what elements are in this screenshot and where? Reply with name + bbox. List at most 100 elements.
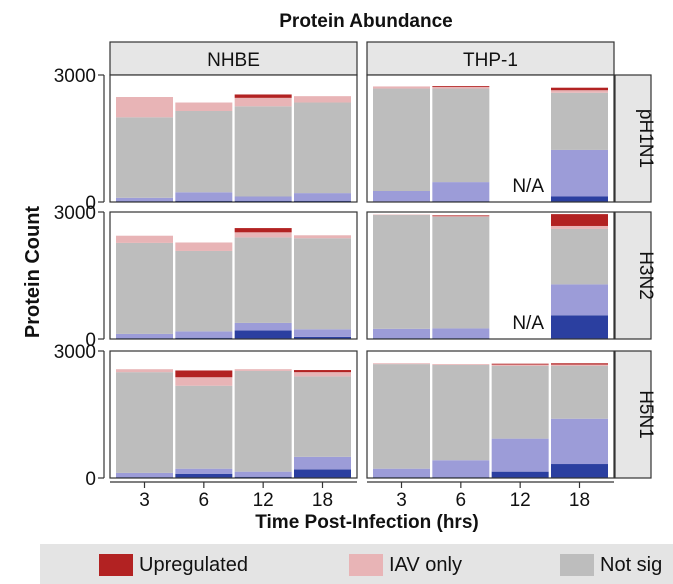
bar-segment-upregulated xyxy=(432,215,490,217)
bar-segment-light-blue xyxy=(294,329,351,337)
bar-segment-light-blue xyxy=(432,182,490,202)
bar-segment-not-significant xyxy=(294,376,351,457)
facet-strip-label-nhbe: NHBE xyxy=(207,50,260,71)
facet-strip-nhbe xyxy=(109,41,358,76)
bar-segment-iav-only xyxy=(551,364,608,366)
bar-segment-not-significant xyxy=(432,88,490,183)
bar-segment-dark-blue xyxy=(175,473,233,478)
y-tick-label: 3000 xyxy=(54,66,96,87)
bar-segment-not-significant xyxy=(116,117,173,198)
bar-segment-not-significant xyxy=(175,250,233,332)
bar-segment-light-blue xyxy=(294,193,351,201)
x-tick-label: 12 xyxy=(253,490,274,511)
bar-segment-dark-blue xyxy=(294,336,351,339)
na-label-h3n2-thp-1: N/A xyxy=(512,313,544,334)
bar-segment-iav-only xyxy=(175,377,233,386)
bar-segment-iav-only xyxy=(234,369,292,371)
bar-segment-upregulated xyxy=(234,94,292,98)
bar-segment-iav-only xyxy=(551,225,608,229)
bar-segment-upregulated xyxy=(551,363,608,365)
bar-segment-light-blue xyxy=(234,196,292,201)
bar-segment-upregulated xyxy=(551,214,608,226)
bar-segment-upregulated xyxy=(294,370,351,373)
bar-segment-iav-only xyxy=(432,86,490,89)
bar-segment-dark-blue xyxy=(551,315,608,339)
bar-segment-iav-only xyxy=(432,364,490,365)
x-tick-label: 18 xyxy=(569,490,590,511)
bar-segment-light-blue xyxy=(373,328,430,339)
bar-segment-not-significant xyxy=(175,385,233,469)
bar-segment-iav-only xyxy=(116,97,173,118)
facet-strip-label-thp-1: THP-1 xyxy=(463,50,518,71)
bar-segment-dark-blue xyxy=(551,196,608,202)
bar-segment-iav-only xyxy=(234,97,292,107)
bar-segment-dark-blue xyxy=(551,464,608,478)
bar-segment-iav-only xyxy=(234,232,292,238)
x-tick-label: 12 xyxy=(510,490,531,511)
legend: Upregulated IAV only Not sig xyxy=(40,544,673,584)
bar-segment-light-blue xyxy=(234,471,292,477)
bar-segment-not-significant xyxy=(234,106,292,197)
bar-segment-not-significant xyxy=(491,365,549,439)
y-tick-label: 3000 xyxy=(54,342,96,363)
bar-segment-iav-only xyxy=(116,369,173,373)
x-tick-label: 3 xyxy=(139,490,150,511)
bar-segment-not-significant xyxy=(373,214,430,329)
bar-segment-light-blue xyxy=(551,418,608,465)
panel-border-ph1n1-thp-1 xyxy=(366,74,615,203)
bar-segment-light-blue xyxy=(175,192,233,201)
facet-strip-h5n1 xyxy=(614,350,652,479)
bar-segment-light-blue xyxy=(116,333,173,339)
bar-segment-dark-blue xyxy=(294,200,351,202)
na-label-ph1n1-thp-1: N/A xyxy=(512,176,544,197)
bar-segment-iav-only xyxy=(116,235,173,243)
chart-title: Protein Abundance xyxy=(279,11,452,32)
bar-segment-iav-only xyxy=(432,216,490,217)
bar-segment-light-blue xyxy=(432,328,490,339)
facet-strip-h3n2 xyxy=(614,211,652,340)
facet-strip-label-h5n1: H5N1 xyxy=(635,390,656,439)
legend-label-iav-only: IAV only xyxy=(389,553,462,576)
bar-segment-upregulated xyxy=(234,228,292,233)
bar-segment-not-significant xyxy=(551,92,608,150)
legend-item-not-significant: Not sig xyxy=(560,554,662,576)
bar-segment-iav-only xyxy=(373,363,430,365)
bar-segment-dark-blue xyxy=(234,476,292,478)
bar-segment-light-blue xyxy=(116,472,173,478)
bar-segment-iav-only xyxy=(551,90,608,93)
bar-segment-light-blue xyxy=(175,331,233,338)
y-tick-label: 0 xyxy=(85,469,96,490)
bar-segment-light-blue xyxy=(234,322,292,331)
x-tick-label: 6 xyxy=(199,490,210,511)
facet-strip-label-h3n2: H3N2 xyxy=(635,251,656,300)
bar-segment-light-blue xyxy=(551,149,608,197)
bar-segment-light-blue xyxy=(116,197,173,202)
x-tick-label: 3 xyxy=(396,490,407,511)
legend-swatch-upregulated xyxy=(99,554,133,576)
facet-strip-ph1n1 xyxy=(614,74,652,203)
bar-segment-not-significant xyxy=(116,372,173,473)
bar-segment-not-significant xyxy=(234,237,292,323)
bar-segment-not-significant xyxy=(373,364,430,469)
x-tick-label: 18 xyxy=(312,490,333,511)
legend-label-upregulated: Upregulated xyxy=(139,553,248,576)
bar-segment-dark-blue xyxy=(491,471,549,478)
legend-item-upregulated: Upregulated xyxy=(99,554,248,576)
bar-segment-upregulated xyxy=(551,87,608,91)
bar-segment-light-blue xyxy=(373,190,430,202)
bar-segment-light-blue xyxy=(551,284,608,316)
panel-border-h5n1-thp-1 xyxy=(366,350,615,479)
bar-segment-light-blue xyxy=(491,438,549,472)
bar-segment-iav-only xyxy=(294,96,351,103)
y-axis-title: Protein Count xyxy=(22,206,44,339)
bar-segment-iav-only xyxy=(373,214,430,216)
bar-segment-upregulated xyxy=(175,370,233,378)
bar-segment-not-significant xyxy=(373,88,430,191)
bar-segment-not-significant xyxy=(116,242,173,334)
panel-border-h5n1-nhbe xyxy=(109,350,358,479)
x-tick-label: 6 xyxy=(456,490,467,511)
bar-segment-upregulated xyxy=(432,86,490,87)
y-tick-label: 0 xyxy=(85,330,96,351)
legend-label-not-significant: Not sig xyxy=(600,553,663,576)
